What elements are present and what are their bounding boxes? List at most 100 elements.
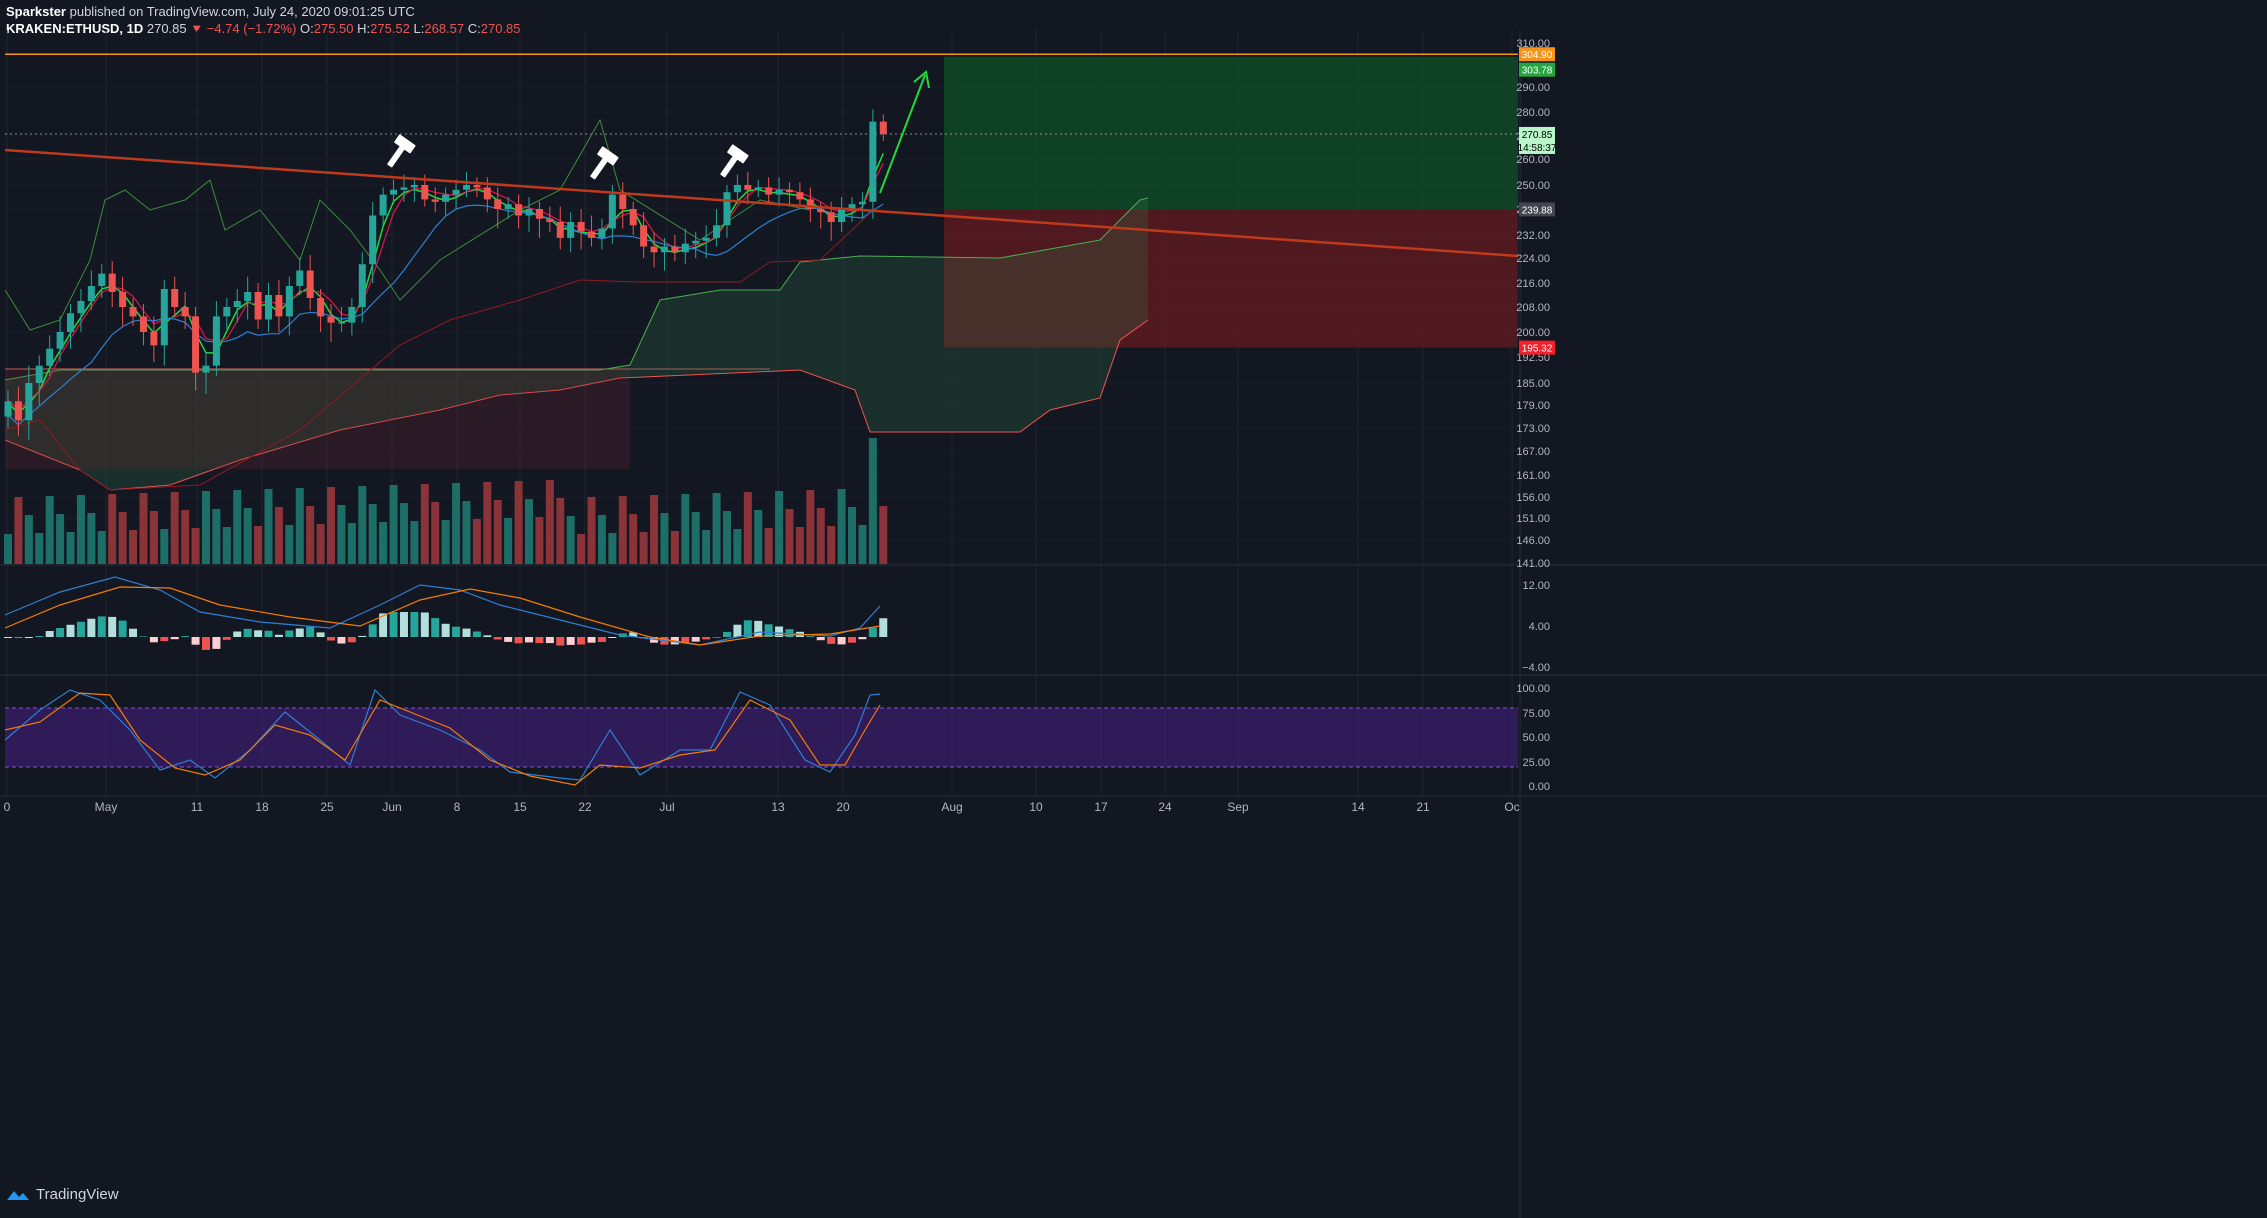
volume-bar <box>556 498 565 564</box>
price-label-box <box>1519 139 1555 154</box>
price-tick-label: 173.00 <box>1516 423 1550 435</box>
price-tick-label: 250.00 <box>1516 180 1550 192</box>
candle-body <box>827 212 835 222</box>
volume-bar <box>264 489 273 564</box>
volume-bar <box>66 532 75 564</box>
time-tick-label: 8 <box>454 800 461 814</box>
target-zone <box>944 56 1518 210</box>
tradingview-footer[interactable]: TradingView <box>6 1186 119 1203</box>
volume-bar <box>274 507 283 564</box>
candle-body <box>285 286 293 317</box>
candle-body <box>369 215 377 265</box>
volume-bar <box>389 485 398 564</box>
macd-hist-bar <box>389 612 398 637</box>
macd-hist-bar <box>97 616 106 637</box>
candle-body <box>265 295 272 320</box>
stop-zone <box>944 209 1518 348</box>
candle-body <box>98 273 106 286</box>
close-value: 270.85 <box>480 21 521 36</box>
stoch-tick-label: 100.00 <box>1516 683 1550 695</box>
candle-body <box>223 307 231 317</box>
volume-bar <box>222 527 231 564</box>
author-name[interactable]: Sparkster <box>6 4 66 19</box>
price-tick-label: 290.00 <box>1516 82 1550 94</box>
macd-hist-bar <box>264 630 273 637</box>
macd-hist-bar <box>379 613 388 637</box>
hammer-head <box>727 144 749 164</box>
hammer-handle <box>590 157 609 180</box>
macd-hist-bar <box>66 624 75 637</box>
high-value: 275.52 <box>370 21 410 36</box>
stoch-d-line <box>4 692 881 786</box>
volume-bar <box>545 480 554 564</box>
macd-hist-bar <box>608 637 617 638</box>
time-tick-label: 15 <box>513 800 527 814</box>
candle-body <box>577 222 585 232</box>
candle-body <box>713 225 721 238</box>
price-tick-label: 310.00 <box>1516 38 1550 50</box>
candle-body <box>858 201 866 205</box>
hammer-icon <box>720 144 749 178</box>
volume-bar <box>868 438 877 564</box>
volume-bar <box>608 533 617 564</box>
candle-body <box>25 383 33 421</box>
volume-bar <box>35 533 44 564</box>
candle-body <box>400 187 408 190</box>
macd-hist-bar <box>347 637 356 643</box>
candle-body <box>754 187 762 190</box>
stoch-tick-label: 50.00 <box>1522 732 1550 744</box>
price-tick-label: 167.00 <box>1516 446 1550 458</box>
volume-bar <box>201 491 210 564</box>
candle-body <box>379 194 387 216</box>
macd-hist-bar <box>452 626 461 637</box>
volume-bars <box>4 438 888 564</box>
candle-body <box>327 316 335 323</box>
volume-bar <box>722 511 731 564</box>
open-value: 275.50 <box>313 21 354 36</box>
macd-hist-bar <box>806 636 815 637</box>
candle-body <box>671 246 679 253</box>
macd-hist-bar <box>129 628 138 637</box>
macd-hist-bar <box>462 628 471 637</box>
volume-bar <box>587 497 596 564</box>
volume-bar <box>212 509 221 564</box>
hammer-head <box>597 146 619 166</box>
macd-hist-bar <box>170 637 179 640</box>
candle-body <box>879 121 887 134</box>
price-label-box <box>1519 62 1555 77</box>
macd-hist-bar <box>139 636 148 637</box>
candle-body <box>306 270 314 298</box>
macd-tick-label: −4.00 <box>1522 662 1550 674</box>
symbol-name[interactable]: KRAKEN:ETHUSD, 1D <box>6 21 144 36</box>
candle-body <box>348 307 356 323</box>
candle-body <box>317 298 325 317</box>
candle-body <box>462 185 470 190</box>
candle-body <box>337 322 345 324</box>
candle-body <box>431 199 439 202</box>
macd-hist-bar <box>483 635 492 637</box>
hammer-head <box>394 134 416 154</box>
volume-bar <box>108 494 117 564</box>
candle-body <box>640 225 648 247</box>
macd-hist-bar <box>306 626 315 637</box>
macd-hist-bar <box>45 631 54 637</box>
macd-hist-bar <box>556 637 565 646</box>
price-tick-label: 151.00 <box>1516 513 1550 525</box>
volume-bar <box>566 516 575 564</box>
macd-hist-bar <box>87 618 96 637</box>
macd-hist-bar <box>535 637 544 644</box>
stoch-tick-label: 75.00 <box>1522 708 1550 720</box>
macd-hist-bar <box>56 628 65 637</box>
price-label-text: 303.78 <box>1522 66 1553 77</box>
macd-hist-bar <box>358 635 367 637</box>
volume-bar <box>462 501 471 564</box>
candle-body <box>171 289 179 307</box>
volume-bar <box>764 528 773 564</box>
volume-bar <box>795 527 804 564</box>
candle-body <box>483 187 491 200</box>
volume-bar <box>837 489 846 564</box>
time-tick-label: 10 <box>1029 800 1043 814</box>
volume-bar <box>712 493 721 564</box>
stoch-tick-label: 0.00 <box>1529 781 1550 793</box>
